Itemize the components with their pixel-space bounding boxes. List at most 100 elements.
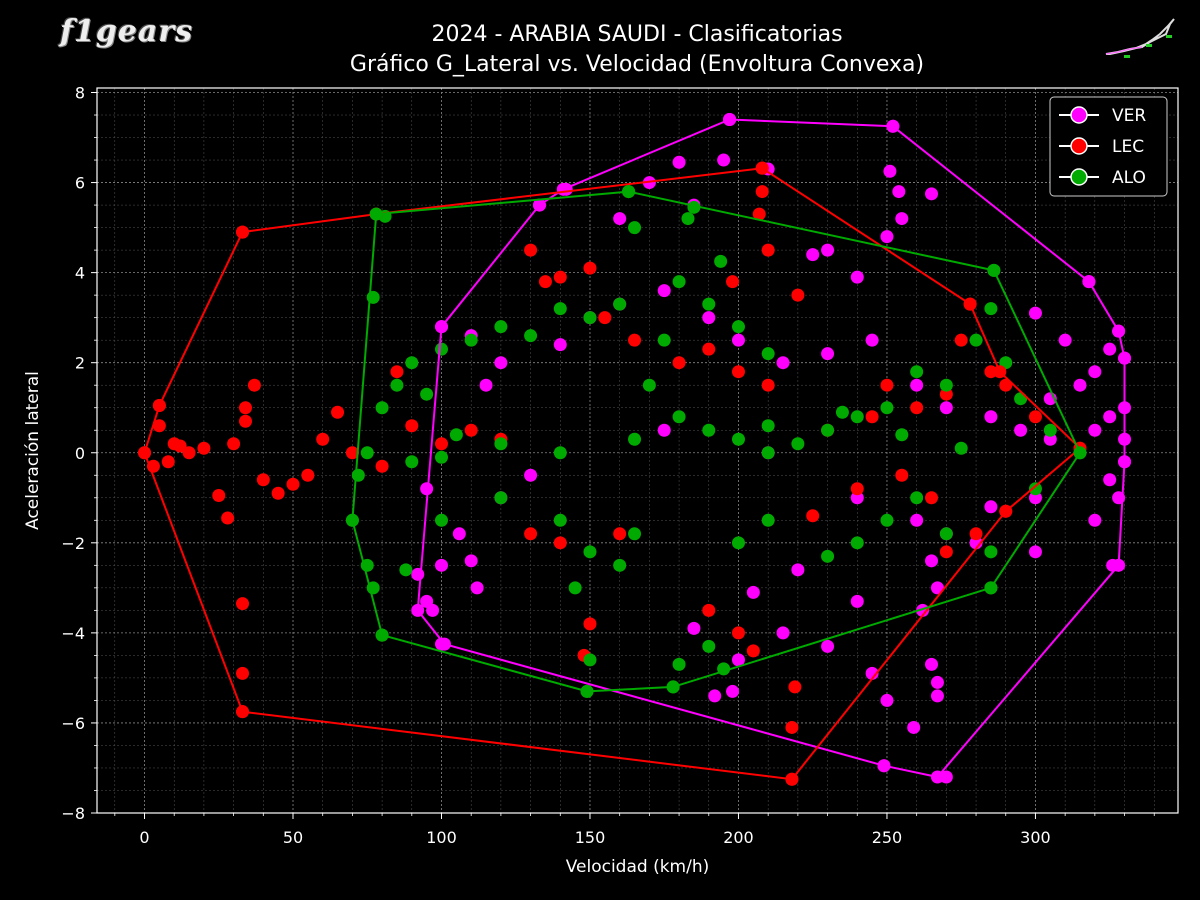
point-ver: [464, 554, 478, 568]
point-alo: [984, 302, 998, 316]
point-alo: [761, 513, 775, 527]
point-lec: [746, 644, 760, 658]
point-ver: [806, 248, 820, 262]
point-ver: [880, 230, 894, 244]
point-alo: [672, 657, 686, 671]
point-ver: [1028, 545, 1042, 559]
point-alo: [420, 387, 434, 401]
point-alo: [375, 401, 389, 415]
point-lec: [390, 365, 404, 379]
point-ver: [865, 666, 879, 680]
point-lec: [221, 511, 235, 525]
point-lec: [464, 423, 478, 437]
x-tick-label: 200: [723, 828, 754, 847]
point-lec: [301, 468, 315, 482]
point-alo: [464, 333, 478, 347]
point-alo: [791, 437, 805, 451]
point-ver: [939, 770, 953, 784]
point-ver: [850, 270, 864, 284]
hull-vertex-alo: [345, 513, 359, 527]
point-alo: [494, 491, 508, 505]
point-ver: [776, 356, 790, 370]
point-ver: [910, 513, 924, 527]
y-tick-label: −2: [61, 534, 85, 553]
legend-label-lec: LEC: [1112, 137, 1144, 157]
point-ver: [850, 491, 864, 505]
point-ver: [1043, 432, 1057, 446]
point-alo: [449, 428, 463, 442]
point-lec: [785, 720, 799, 734]
point-ver: [930, 581, 944, 595]
point-lec: [761, 378, 775, 392]
point-alo: [613, 297, 627, 311]
point-ver: [702, 311, 716, 325]
point-alo: [657, 333, 671, 347]
point-lec: [806, 509, 820, 523]
hull-vertex-alo: [1073, 446, 1087, 460]
legend-marker-lec: [1070, 137, 1088, 155]
point-alo: [434, 513, 448, 527]
point-lec: [939, 387, 953, 401]
point-ver: [434, 558, 448, 572]
point-lec: [538, 275, 552, 289]
point-ver: [925, 187, 939, 201]
point-lec: [925, 491, 939, 505]
point-lec: [850, 482, 864, 496]
point-alo: [351, 468, 365, 482]
point-ver: [411, 567, 425, 581]
hull-vertex-alo: [375, 628, 389, 642]
hull-vertex-lec: [152, 398, 166, 412]
x-axis-label: Velocidad (km/h): [566, 857, 710, 877]
convex-hulls: [138, 113, 1132, 786]
hull-vertex-alo: [984, 581, 998, 595]
point-alo: [642, 378, 656, 392]
hull-vertex-ver: [886, 119, 900, 133]
hull-vertex-ver: [1112, 558, 1126, 572]
point-alo: [1014, 392, 1028, 406]
x-tick-label: 300: [1020, 828, 1051, 847]
point-alo: [524, 329, 538, 343]
point-ver: [925, 657, 939, 671]
point-ver: [452, 527, 466, 541]
point-ver: [1028, 491, 1042, 505]
point-ver: [470, 581, 484, 595]
point-lec: [910, 401, 924, 415]
point-ver: [657, 423, 671, 437]
point-alo: [628, 221, 642, 235]
hull-vertex-ver: [437, 637, 451, 651]
point-lec: [726, 275, 740, 289]
point-alo: [850, 536, 864, 550]
point-alo: [835, 405, 849, 419]
point-alo: [434, 342, 448, 356]
point-alo: [984, 545, 998, 559]
point-alo: [1028, 482, 1042, 496]
point-lec: [954, 333, 968, 347]
point-alo: [613, 558, 627, 572]
hull-vertex-lec: [236, 705, 250, 719]
chart-title-line-2: Gráfico G_Lateral vs. Velocidad (Envoltu…: [349, 52, 925, 77]
point-ver: [791, 563, 805, 577]
point-ver: [776, 626, 790, 640]
point-lec: [553, 536, 567, 550]
point-lec: [271, 486, 285, 500]
hull-vertex-ver: [1118, 455, 1132, 469]
y-tick-label: 2: [75, 354, 85, 373]
point-alo: [702, 297, 716, 311]
x-tick-label: 250: [872, 828, 903, 847]
y-tick-label: 4: [75, 264, 85, 283]
point-lec: [524, 243, 538, 257]
point-alo: [553, 446, 567, 460]
point-alo: [405, 356, 419, 370]
axis-ticks: 0 50 100 150 200 250 300 −8 −6 −4 −2 0 2 4 6 8: [61, 84, 1155, 847]
legend: VER LEC ALO: [1049, 96, 1168, 197]
point-ver: [895, 212, 909, 226]
y-tick-label: 8: [75, 84, 85, 103]
point-lec: [227, 437, 241, 451]
point-lec: [939, 545, 953, 559]
point-ver: [1073, 378, 1087, 392]
hull-vertex-ver: [1082, 275, 1096, 289]
point-lec: [752, 207, 766, 221]
point-lec: [865, 410, 879, 424]
hull-vertex-alo: [369, 207, 383, 221]
hull-vertex-ver: [1112, 324, 1126, 338]
